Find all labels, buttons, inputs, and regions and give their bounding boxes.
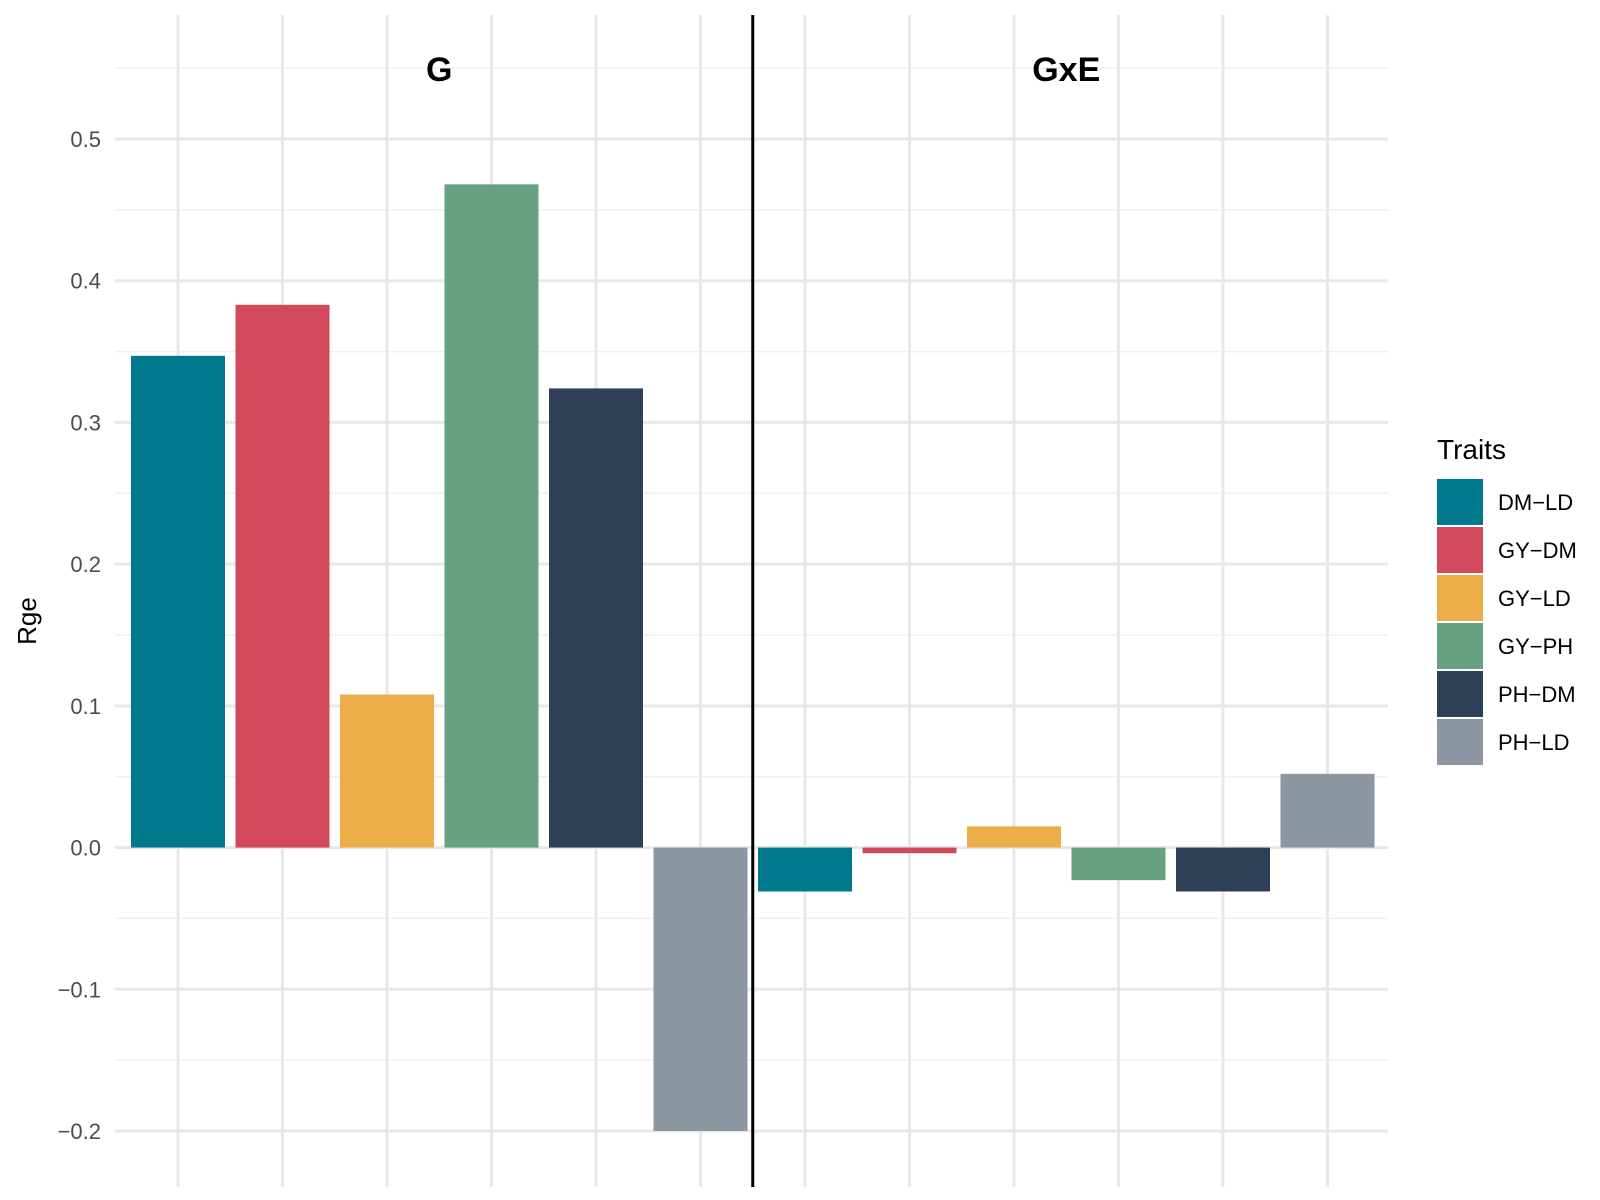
y-tick-label: −0.1 (58, 977, 101, 1002)
legend-label: PH−LD (1498, 730, 1570, 755)
legend-swatch (1437, 719, 1483, 765)
panel-label-G: G (426, 51, 452, 89)
bar-GxE-GY−LD (967, 826, 1061, 848)
legend-label: GY−PH (1498, 634, 1573, 659)
legend-swatch (1437, 527, 1483, 573)
legend-swatch (1437, 575, 1483, 621)
legend-swatch (1437, 479, 1483, 525)
legend-swatch (1437, 671, 1483, 717)
bar-GxE-PH−DM (1176, 847, 1270, 892)
y-tick-label: 0.3 (70, 410, 101, 435)
bar-GxE-GY−DM (862, 847, 957, 854)
bar-G-GY−DM (235, 304, 330, 848)
legend-label: GY−LD (1498, 586, 1571, 611)
bars-layer (131, 184, 1375, 1131)
bar-GxE-GY−PH (1071, 847, 1166, 881)
bar-G-GY−PH (444, 184, 539, 848)
bar-G-PH−DM (549, 388, 643, 848)
y-tick-label: 0.0 (70, 836, 101, 861)
y-tick-label: 0.1 (70, 694, 101, 719)
legend-swatch (1437, 623, 1483, 669)
y-tick-label: 0.2 (70, 552, 101, 577)
bar-G-GY−LD (340, 694, 434, 848)
y-tick-label: 0.5 (70, 127, 101, 152)
y-axis-title: Rge (12, 597, 42, 645)
legend-title: Traits (1437, 434, 1506, 465)
axis-layer: 0.5 0.4 0.3 0.2 0.1 0.0 −0.1 −0.2 (58, 15, 755, 1187)
legend-label: PH−DM (1498, 682, 1576, 707)
y-tick-label: −0.2 (58, 1119, 101, 1144)
bar-G-DM−LD (131, 355, 225, 848)
panel-labels: G GxE (426, 51, 1100, 89)
legend-label: GY−DM (1498, 538, 1577, 563)
legend: Traits DM−LD GY−DM GY−LD GY−PH PH−DM PH−LD (1437, 434, 1577, 765)
bar-G-PH−LD (653, 847, 748, 1131)
bar-GxE-PH−LD (1280, 773, 1375, 848)
legend-label: DM−LD (1498, 490, 1573, 515)
bar-GxE-DM−LD (758, 847, 852, 892)
y-tick-label: 0.4 (70, 269, 101, 294)
panel-label-GxE: GxE (1032, 51, 1100, 89)
